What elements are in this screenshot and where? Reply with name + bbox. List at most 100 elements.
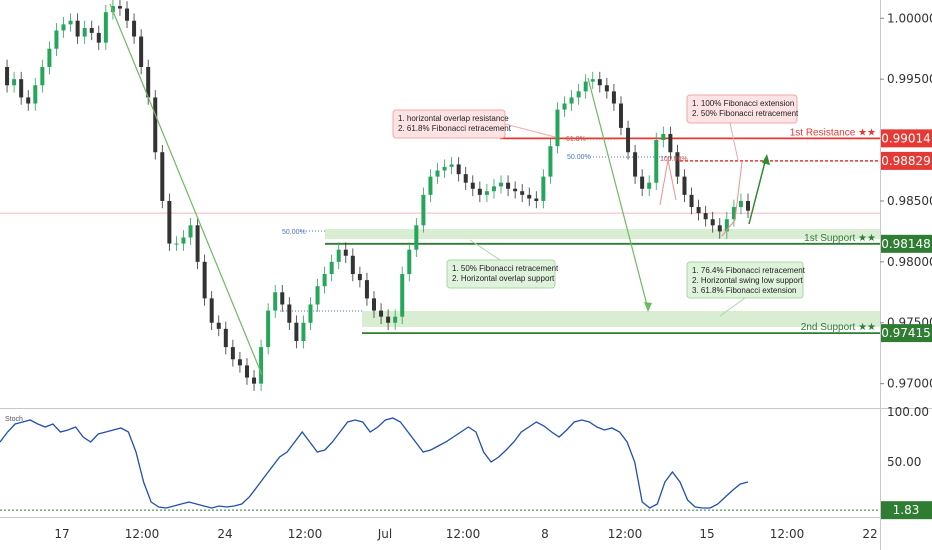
candle-body [47,48,52,67]
candle-body [717,225,722,232]
candle-body [273,292,278,311]
candle-body [252,377,257,384]
candle-body [456,164,461,175]
level-price-value: 0.97415 [881,326,931,340]
price-tick-label: 1.00000 [887,11,932,25]
candle-body [407,249,412,275]
time-tick-label: 12:00 [770,527,805,541]
candle-body [611,91,616,104]
candle-body [160,152,165,201]
time-tick-label: 8 [541,527,549,541]
candle-body [230,347,235,360]
candle-body [555,109,560,147]
fib-zigzag-1 [659,159,677,206]
candle-body [336,249,341,262]
level-price-value: 0.98829 [881,154,931,168]
candle-body [668,133,673,153]
time-tick-label: Jul [377,527,392,541]
time-tick-label: 12:00 [288,527,323,541]
stoch-plot-area [0,409,880,517]
candle-body [223,328,228,348]
candle-body [463,174,468,183]
stoch-axis: 100.00 50.00 1.83 [881,405,932,520]
stoch-tick-label: 100.00 [887,405,929,419]
annotation-line: 1. 76.4% Fibonacci retracement [692,266,806,275]
time-tick-label: 12:00 [125,527,160,541]
candle-body [110,6,115,13]
level-price-labels: 0.99014 0.98829 0.98148 0.97415 [881,129,932,343]
candle-body [125,8,130,21]
stoch-value-tag [881,501,932,520]
candle-body [244,365,249,378]
candle-body [626,127,631,153]
candle-body [103,12,108,43]
candle-body [19,79,24,98]
annotation-pointer [469,239,501,261]
candle-body [209,298,214,323]
level-price-tag [881,129,932,148]
candle-body [54,30,59,49]
candle-body [428,176,433,195]
level-name: 2nd Support ★★ [801,322,876,333]
candle-body [266,310,271,348]
candle-body [33,85,38,104]
level-price-tag [881,234,932,253]
candle-body [202,261,207,299]
time-axis: 17 12:00 24 12:00 Jul 12:00 8 12:00 15 12:00 22 [54,527,877,541]
time-tick-label: 12:00 [608,527,643,541]
candle-body [315,286,320,305]
candle-body [506,182,511,189]
annotation-line: 1. horizontal overlap resistance [398,114,509,123]
candle-body [696,207,701,214]
candle-body [435,170,440,177]
projection-arrow-up [748,157,767,225]
candle-body [675,152,680,177]
candle-body [139,36,144,67]
candle-body [195,225,200,262]
candle-body [89,28,94,33]
annotation-support-right: 1. 76.4% Fibonacci retracement 2. Horizo… [686,261,806,317]
candle-body [146,66,151,98]
fib-zigzag-2 [721,161,743,237]
fib-label: 100.00% [660,156,688,163]
candle-body [520,191,525,195]
candle-body [5,66,10,86]
candle-body [604,85,609,92]
candle-body [329,261,334,275]
annotation-line: 2. 50% Fibonacci retracement [692,109,799,118]
stoch-series-line [0,417,749,509]
candle-body [188,225,193,238]
candle-body [541,176,546,201]
candle-body [117,6,122,9]
candle-body [590,79,595,82]
annotation-line: 2. Horizontal overlap support [452,274,555,283]
second-support-zone [362,311,880,327]
candle-body [534,198,539,201]
level-name: 1st Resistance ★★ [790,127,876,138]
time-tick-label: 15 [699,527,714,541]
annotation-pointer [729,122,739,161]
candle-body [477,188,482,195]
annotation-pointer [719,297,746,317]
first-support-zone [325,229,880,239]
candle-body [633,152,638,177]
fib-label: 50.00% [282,229,306,236]
candle-body [647,182,652,189]
candle-body [379,310,384,317]
candle-body [68,20,73,25]
time-tick-label: 24 [217,527,232,541]
price-tick-label: 0.98000 [887,255,932,269]
annotation-support-left: 1. 50% Fibonacci retracement 2. Horizont… [446,239,559,289]
candle-body [237,359,242,366]
annotation-line: 3. 61.8% Fibonacci extension [692,286,797,295]
candle-body [96,32,101,43]
projection-arrowhead [762,154,770,165]
candle-body [294,322,299,342]
candle-body [386,316,391,323]
candle-body [562,103,567,110]
candle-body [640,176,645,189]
candle-body [216,322,221,329]
candle-body [322,274,327,287]
time-tick-label: 17 [54,527,69,541]
